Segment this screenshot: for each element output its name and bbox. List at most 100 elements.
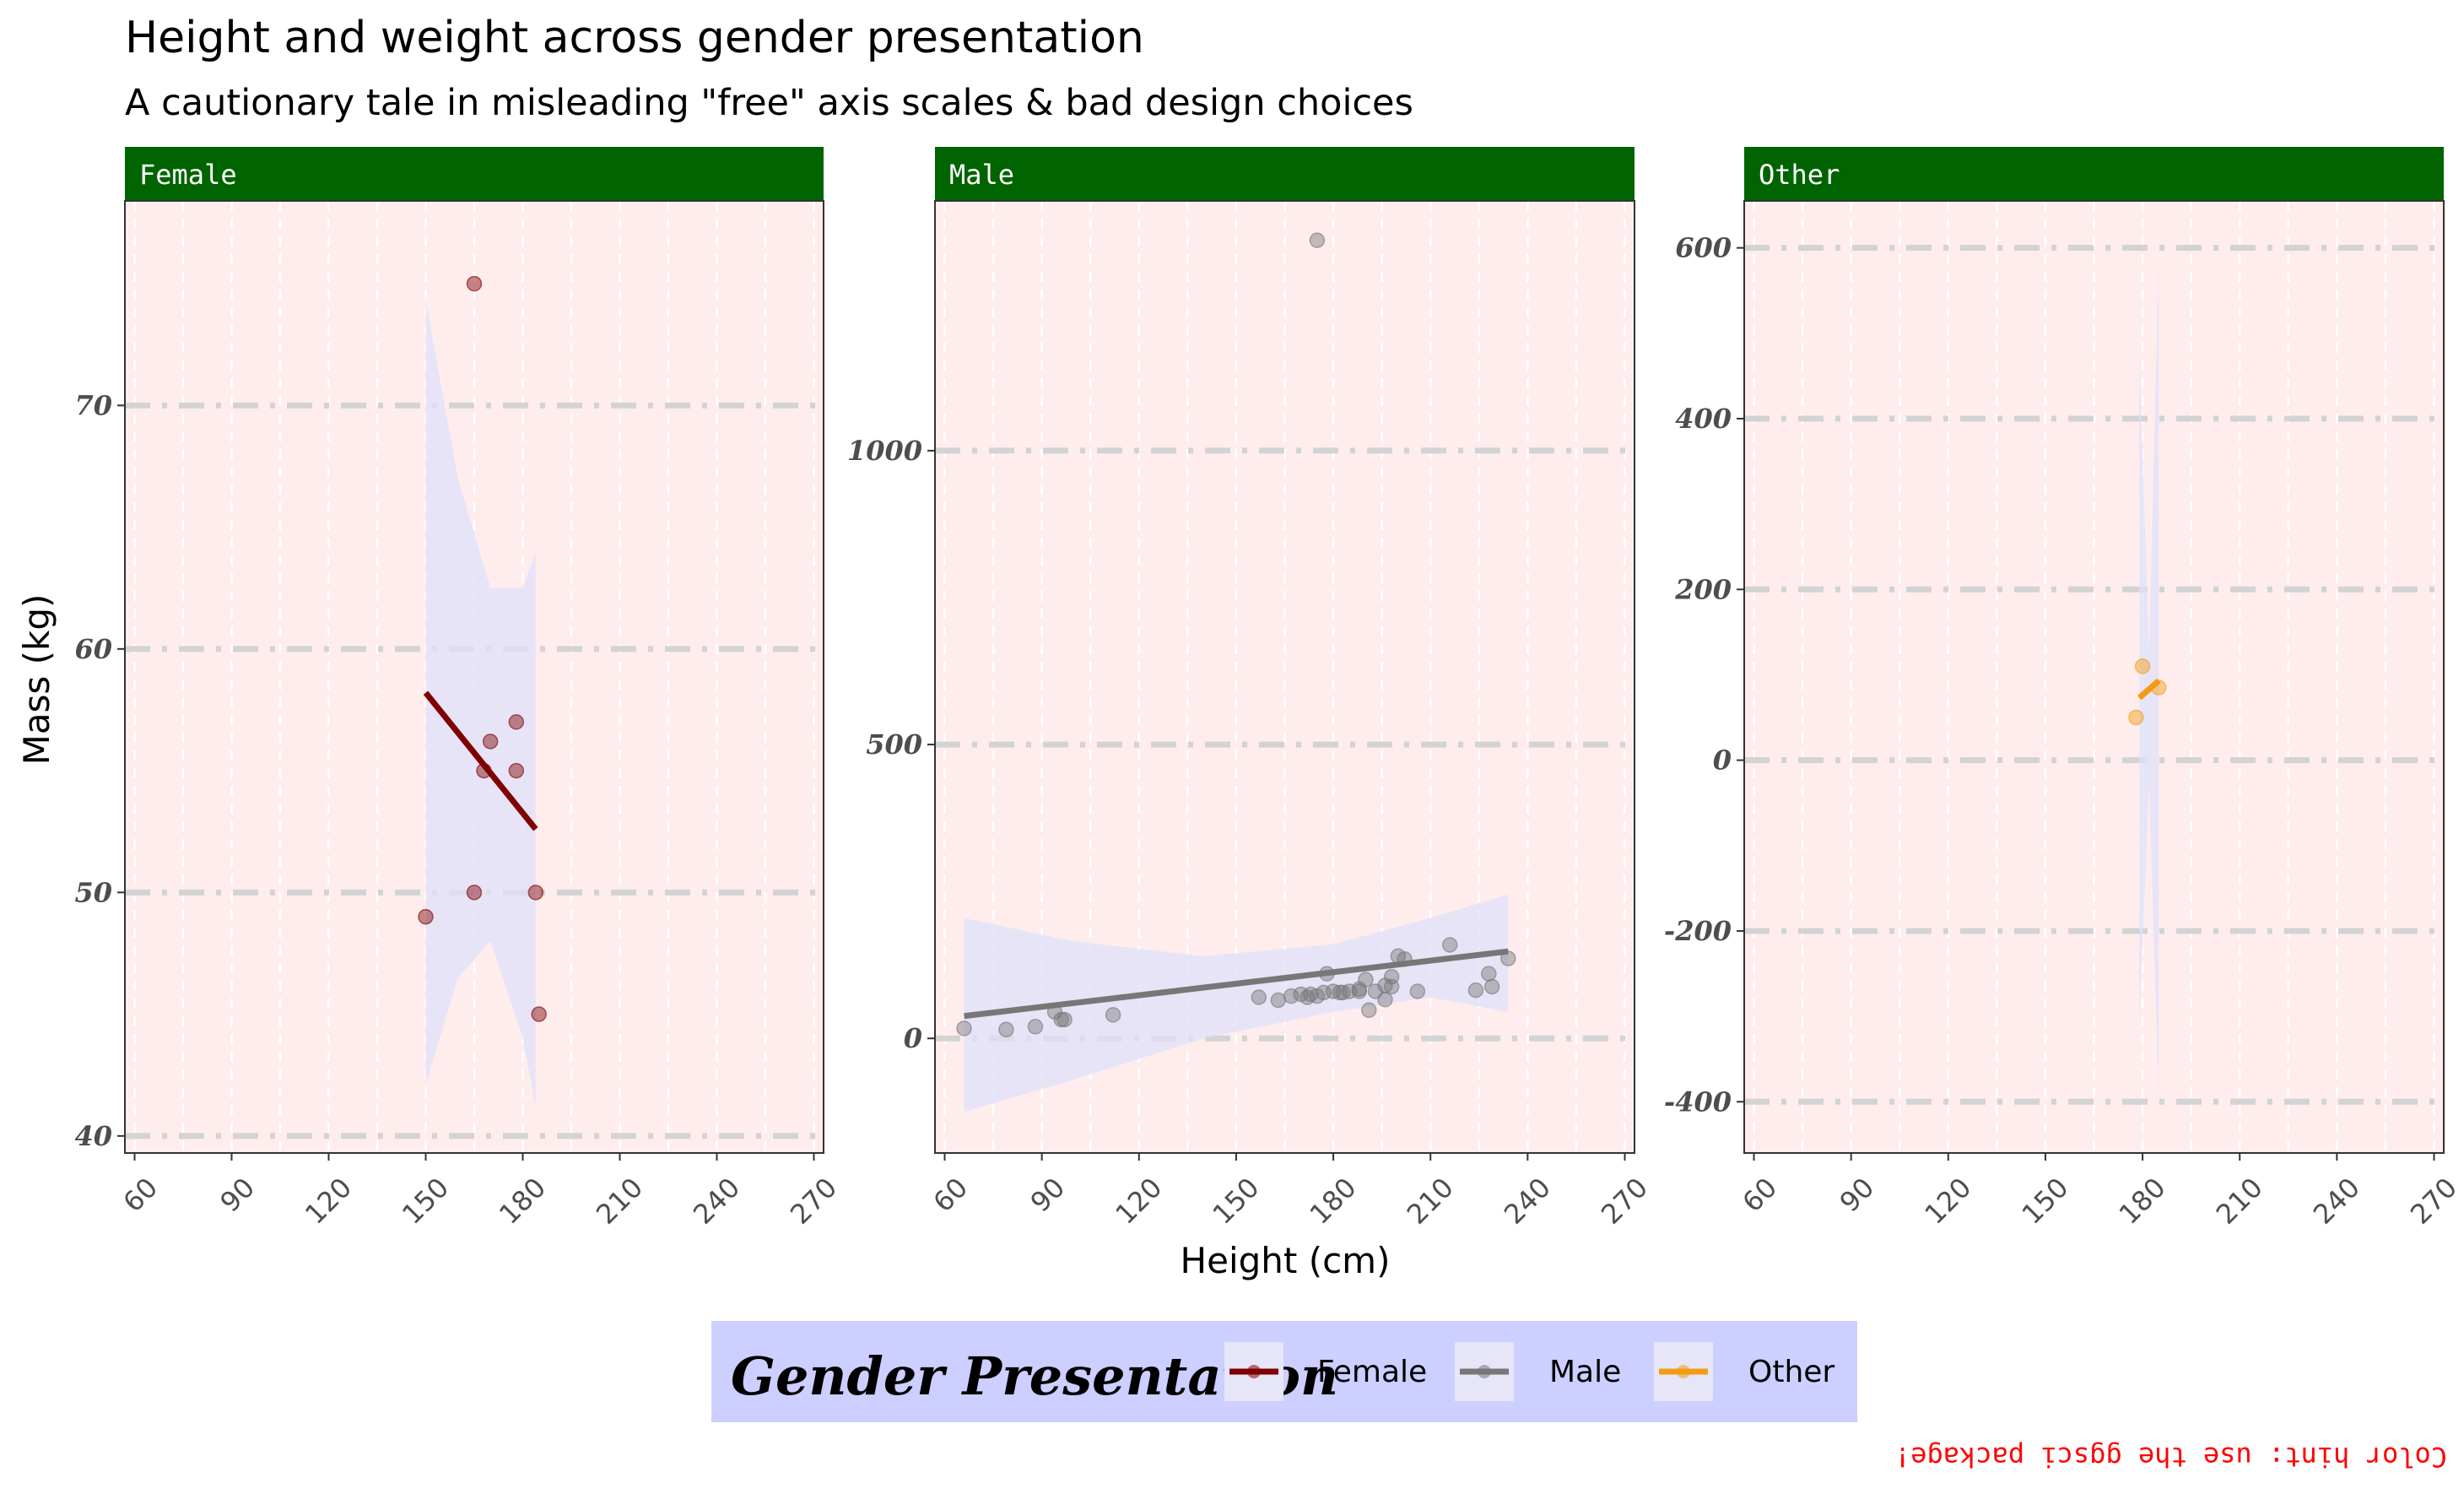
x-tick-label: 240 [2307, 1172, 2366, 1231]
data-point-male [1056, 1011, 1073, 1028]
data-point-female [466, 885, 483, 901]
x-tick-label: 210 [590, 1172, 649, 1231]
x-tick-label: 150 [2015, 1172, 2074, 1231]
chart-title: Height and weight across gender presenta… [125, 13, 1144, 63]
strip-other [1744, 147, 2444, 201]
x-tick-label: 90 [1024, 1172, 1072, 1219]
legend-label-male: Male [1549, 1355, 1621, 1389]
y-tick-label: -200 [1664, 915, 1732, 947]
y-tick-label: -400 [1664, 1085, 1732, 1118]
y-tick-label: 70 [74, 389, 112, 421]
data-point-male [956, 1020, 972, 1037]
data-point-male [1358, 972, 1374, 988]
legend: Gender Presentation Female Male Other [711, 1321, 1857, 1422]
data-point-female [466, 275, 483, 292]
legend-label-female: Female [1317, 1355, 1427, 1389]
confidence-ribbon-female [425, 300, 536, 1107]
x-tick-label: 150 [396, 1172, 455, 1231]
x-tick-label: 270 [2404, 1172, 2463, 1231]
x-tick-label: 240 [687, 1172, 746, 1231]
x-tick-label: 150 [1206, 1172, 1265, 1231]
strip-male [935, 147, 1635, 201]
data-point-female [482, 733, 499, 750]
chart-subtitle: A cautionary tale in misleading "free" a… [125, 82, 1413, 124]
data-point-male [1361, 1002, 1377, 1019]
strip-label-other: Other [1759, 159, 1840, 191]
confidence-ribbon-male [964, 894, 1509, 1112]
legend-key-female-point [1247, 1365, 1261, 1378]
x-axis-title: Height (cm) [1181, 1240, 1391, 1281]
x-tick-label: 120 [299, 1172, 358, 1231]
trend-line-female [423, 690, 538, 831]
y-axis-title: Mass (kg) [16, 594, 57, 766]
panel-other: Other -400 -200 0 200 400 600 60 90 120 150 180 210 2… [1664, 147, 2463, 1231]
legend-label-other: Other [1748, 1355, 1834, 1389]
data-point-male [1500, 950, 1516, 966]
data-point-male [1105, 1007, 1121, 1023]
data-point-female [531, 1006, 547, 1022]
x-tick-label: 120 [1109, 1172, 1168, 1231]
data-point-male [1481, 966, 1497, 982]
y-tick-label: 1000 [847, 435, 922, 467]
strip-label-male: Male [949, 159, 1014, 191]
panel-border-female [124, 200, 824, 1154]
x-tick-label: 240 [1498, 1172, 1557, 1231]
legend-key-male [1455, 1342, 1514, 1401]
data-point-male [1409, 983, 1426, 999]
legend-key-other-point [1677, 1365, 1690, 1378]
x-tick-label: 90 [213, 1172, 261, 1219]
data-point-male [1383, 968, 1400, 985]
data-point-male [1319, 966, 1335, 982]
panel-bg-other [1744, 201, 2444, 1153]
data-point-male [1283, 988, 1300, 1004]
y-tick-label: 0 [904, 1022, 922, 1054]
data-point-other [2128, 709, 2144, 726]
data-point-male [1467, 982, 1484, 999]
legend-key-other [1654, 1342, 1713, 1401]
data-point-male [998, 1021, 1014, 1038]
data-point-female [508, 714, 525, 730]
y-tick-label: 500 [866, 728, 922, 761]
y-tick-label: 400 [1675, 403, 1732, 435]
data-point-male [1251, 989, 1267, 1005]
legend-key-male-point [1478, 1365, 1491, 1378]
x-tick-label: 180 [1304, 1172, 1363, 1231]
confidence-ribbon-other [2139, 260, 2159, 1098]
data-point-male [1441, 937, 1458, 953]
data-point-female [476, 762, 492, 779]
x-tick-label: 90 [1834, 1172, 1881, 1219]
data-point-female [418, 908, 434, 925]
data-point-male [1483, 978, 1500, 995]
trend-line-other [2137, 678, 2161, 701]
data-point-male [1377, 992, 1393, 1008]
x-tick-label: 180 [493, 1172, 552, 1231]
x-tick-label: 270 [1595, 1172, 1654, 1231]
data-point-male [1270, 992, 1287, 1009]
x-tick-label: 270 [784, 1172, 843, 1231]
data-point-male [1027, 1019, 1044, 1035]
x-tick-label: 60 [1736, 1172, 1783, 1219]
x-tick-label: 60 [927, 1172, 974, 1219]
data-point-other [2151, 679, 2167, 696]
panel-male: Male 0 500 1000 60 90 120 150 180 210 240 270 [847, 147, 1654, 1231]
y-tick-label: 0 [1713, 744, 1732, 777]
data-point-male [1309, 232, 1326, 248]
panel-border-male [934, 200, 1635, 1154]
x-tick-label: 210 [2210, 1172, 2269, 1231]
chart-caption: Color hint: use the ggsci package! [1894, 1441, 2447, 1473]
panel-female: Female 40 50 60 70 60 90 120 150 180 210 240 270 [74, 147, 843, 1231]
strip-female [125, 147, 824, 201]
strip-label-female: Female [139, 159, 237, 191]
y-tick-label: 50 [74, 876, 112, 908]
y-tick-label: 200 [1674, 573, 1732, 605]
x-tick-label: 210 [1401, 1172, 1460, 1231]
y-tick-label: 40 [74, 1120, 112, 1152]
y-tick-label: 600 [1675, 232, 1732, 264]
panel-border-other [1743, 200, 2445, 1154]
legend-key-female [1224, 1342, 1283, 1401]
x-tick-label: 60 [116, 1172, 164, 1219]
data-point-female [527, 885, 544, 901]
data-point-female [508, 762, 525, 779]
